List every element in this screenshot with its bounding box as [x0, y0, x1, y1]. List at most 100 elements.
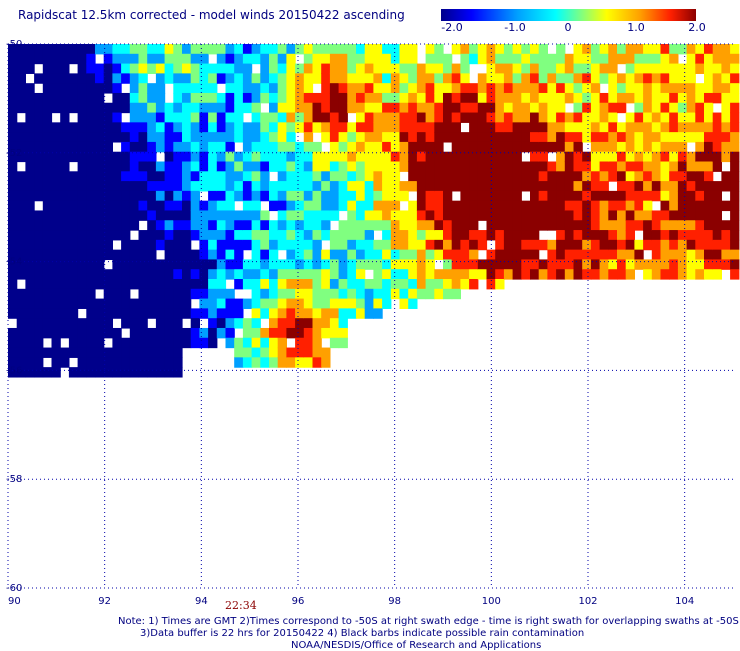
- wind-difference-cell: [564, 151, 575, 163]
- wind-difference-cell: [286, 288, 296, 300]
- wind-difference-cell: [469, 132, 479, 143]
- wind-difference-cell: [486, 210, 496, 221]
- wind-difference-cell: [408, 298, 418, 309]
- wind-difference-cell: [77, 357, 87, 368]
- wind-difference-cell: [617, 53, 627, 65]
- wind-difference-cell: [34, 53, 44, 65]
- wind-difference-cell: [112, 190, 122, 202]
- wind-difference-cell: [68, 367, 79, 378]
- wind-difference-cell: [547, 161, 557, 172]
- wind-difference-cell: [138, 288, 148, 300]
- wind-difference-cell: [295, 308, 305, 319]
- wind-difference-cell: [399, 249, 409, 261]
- wind-difference-cell: [677, 161, 688, 172]
- wind-difference-cell: [373, 269, 383, 280]
- wind-difference-cell: [382, 63, 392, 74]
- wind-difference-cell: [686, 171, 696, 182]
- wind-difference-cell: [77, 269, 87, 280]
- wind-difference-cell: [225, 53, 235, 65]
- wind-difference-cell: [329, 190, 340, 202]
- wind-difference-cell: [347, 44, 357, 55]
- wind-difference-cell: [121, 337, 131, 349]
- wind-difference-cell: [60, 151, 70, 163]
- wind-difference-cell: [512, 63, 522, 74]
- wind-difference-cell: [190, 102, 200, 114]
- wind-difference-cell: [338, 63, 348, 74]
- wind-difference-cell: [617, 102, 627, 114]
- wind-difference-cell: [225, 308, 235, 319]
- wind-difference-cell: [225, 171, 235, 182]
- wind-difference-cell: [495, 171, 505, 182]
- wind-difference-cell: [77, 220, 87, 231]
- wind-difference-cell: [582, 161, 592, 172]
- wind-difference-cell: [721, 83, 731, 94]
- wind-difference-cell: [234, 239, 244, 251]
- wind-difference-cell: [25, 53, 35, 65]
- wind-difference-cell: [173, 327, 183, 339]
- wind-difference-cell: [208, 102, 218, 114]
- wind-difference-cell: [356, 63, 366, 74]
- wind-difference-cell: [625, 141, 635, 153]
- wind-difference-cell: [208, 259, 218, 270]
- wind-difference-cell: [451, 249, 461, 261]
- wind-difference-cell: [356, 288, 366, 300]
- wind-difference-cell: [190, 73, 200, 84]
- wind-difference-cell: [730, 181, 740, 192]
- wind-difference-cell: [530, 53, 540, 65]
- wind-difference-cell: [712, 190, 722, 202]
- wind-difference-cell: [321, 230, 331, 241]
- wind-difference-cell: [242, 210, 253, 221]
- wind-difference-cell: [530, 181, 540, 192]
- wind-difference-cell: [321, 279, 331, 290]
- wind-difference-cell: [321, 112, 331, 123]
- wind-difference-cell: [730, 112, 740, 123]
- wind-difference-cell: [425, 210, 435, 221]
- wind-difference-cell: [686, 181, 696, 192]
- wind-difference-cell: [556, 181, 566, 192]
- wind-difference-cell: [234, 171, 244, 182]
- wind-difference-cell: [477, 112, 488, 123]
- wind-difference-cell: [425, 171, 435, 182]
- wind-difference-cell: [182, 102, 192, 114]
- wind-difference-cell: [129, 63, 140, 74]
- wind-difference-cell: [277, 190, 287, 202]
- wind-difference-cell: [286, 161, 296, 172]
- wind-difference-cell: [573, 44, 583, 55]
- wind-difference-cell: [582, 73, 592, 84]
- wind-difference-cell: [312, 230, 322, 241]
- wind-difference-cell: [382, 230, 392, 241]
- wind-difference-cell: [373, 308, 383, 319]
- wind-difference-cell: [260, 230, 270, 241]
- wind-difference-cell: [129, 367, 140, 378]
- wind-difference-cell: [190, 141, 200, 153]
- wind-difference-cell: [295, 83, 305, 94]
- wind-difference-cell: [329, 308, 340, 319]
- wind-difference-cell: [51, 53, 61, 65]
- wind-difference-cell: [16, 44, 26, 55]
- wind-difference-cell: [521, 112, 531, 123]
- wind-difference-cell: [155, 210, 166, 221]
- wind-difference-cell: [364, 279, 374, 290]
- wind-difference-cell: [373, 181, 383, 192]
- wind-difference-cell: [408, 249, 418, 261]
- wind-difference-cell: [182, 249, 192, 261]
- wind-difference-cell: [373, 112, 383, 123]
- wind-difference-cell: [677, 269, 688, 280]
- wind-difference-cell: [712, 63, 722, 74]
- wind-difference-cell: [512, 259, 522, 270]
- wind-difference-cell: [564, 141, 575, 153]
- wind-difference-cell: [164, 298, 174, 309]
- wind-difference-cell: [347, 190, 357, 202]
- wind-difference-cell: [312, 190, 322, 202]
- wind-difference-cell: [121, 141, 131, 153]
- wind-difference-cell: [660, 53, 670, 65]
- wind-difference-cell: [347, 200, 357, 212]
- wind-difference-cell: [477, 190, 488, 202]
- wind-difference-cell: [77, 44, 87, 55]
- wind-difference-cell: [95, 112, 105, 123]
- wind-difference-cell: [251, 220, 261, 231]
- wind-difference-cell: [347, 181, 357, 192]
- wind-difference-cell: [356, 92, 366, 104]
- wind-difference-cell: [530, 122, 540, 133]
- wind-difference-cell: [147, 83, 157, 94]
